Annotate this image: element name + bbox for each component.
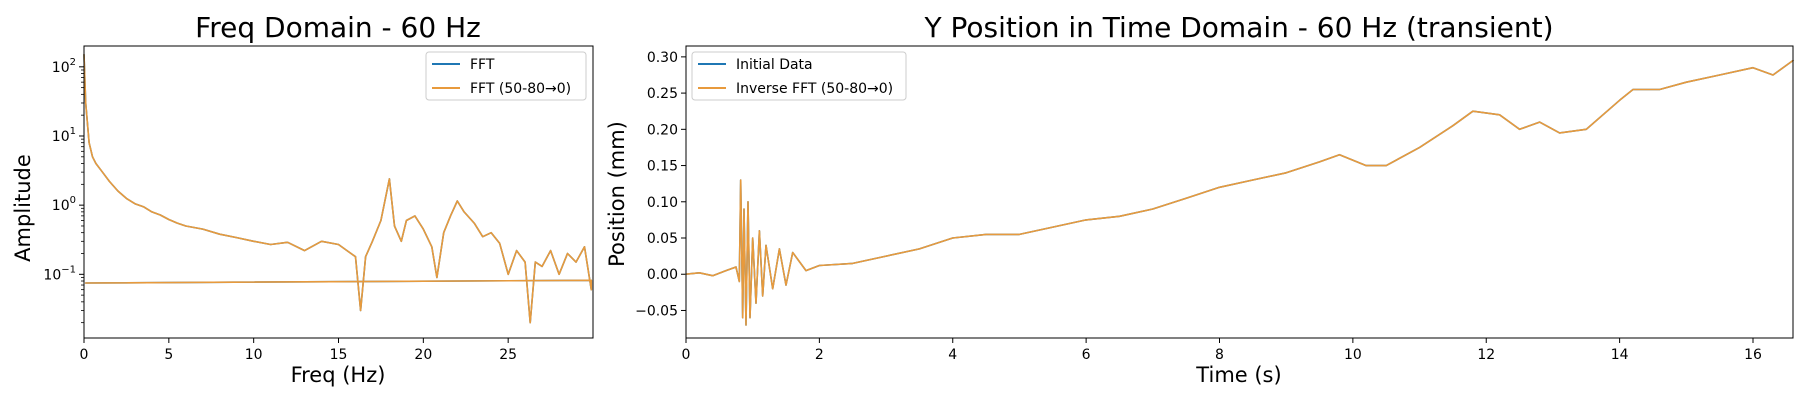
x-tick-label: 10 [245,347,263,363]
x-ticks: 0 5 10 15 20 25 [80,338,517,363]
legend-label-initial-data: Initial Data [736,57,813,73]
series-line-1 [83,53,593,324]
y-tick-label: 0.20 [647,122,678,138]
x-axis-label: Freq (Hz) [291,363,386,387]
y-tick-label: 0.05 [647,231,678,247]
x-tick-label: 2 [815,347,824,363]
y-tick-label: 100 [52,195,76,214]
legend-box [691,51,907,101]
plot-frame [83,45,594,339]
y-tick-label: 0.15 [647,159,678,175]
legend-label-fft: FFT [470,57,495,73]
chart-title: Freq Domain - 60 Hz [195,11,481,44]
y-tick-label: 0.30 [647,50,678,66]
x-tick-label: 10 [1344,347,1362,363]
y-tick-label: 102 [52,57,76,76]
x-tick-label: 8 [1215,347,1224,363]
x-tick-label: 5 [164,347,173,363]
y-axis-label: Amplitude [11,154,35,262]
y-ticks: −0.05 0.00 0.05 0.10 0.15 0.20 0.25 0.30 [635,50,686,319]
x-tick-label: 0 [682,347,691,363]
y-tick-label: 0.10 [647,195,678,211]
x-tick-label: 4 [948,347,957,363]
x-ticks: 0 2 4 6 8 10 12 14 16 [682,338,1762,363]
y-tick-label: 0.00 [647,267,678,283]
x-tick-label: 12 [1477,347,1495,363]
chart-title: Y Position in Time Domain - 60 Hz (trans… [923,11,1553,44]
legend-box [425,51,587,101]
x-tick-label: 0 [80,347,89,363]
series-lines [83,53,593,324]
x-tick-label: 16 [1744,347,1762,363]
y-axis-label: Position (mm) [605,121,629,267]
series-lines [685,59,1794,326]
x-axis-label: Time (s) [1195,363,1281,387]
y-ticks: 102 101 100 10−1 [43,57,84,324]
legend: Initial Data Inverse FFT (50-80→0) [691,51,907,101]
y-tick-label: −0.05 [635,303,678,319]
y-tick-label: 10−1 [43,264,76,283]
x-tick-label: 6 [1082,347,1091,363]
x-tick-label: 20 [414,347,432,363]
time-domain-panel: Y Position in Time Domain - 60 Hz (trans… [605,11,1794,387]
x-tick-label: 14 [1611,347,1629,363]
series-line-1 [685,59,1794,326]
freq-domain-panel: Freq Domain - 60 Hz Freq (Hz) Amplitude … [11,11,594,387]
x-tick-label: 25 [499,347,517,363]
legend: FFT FFT (50-80→0) [425,51,587,101]
y-tick-label: 0.25 [647,86,678,102]
legend-label-inverse-fft: Inverse FFT (50-80→0) [736,81,893,97]
legend-label-fft-filtered: FFT (50-80→0) [470,81,571,97]
plot-frame [685,45,1794,339]
y-tick-label: 101 [52,126,76,145]
x-tick-label: 15 [330,347,348,363]
